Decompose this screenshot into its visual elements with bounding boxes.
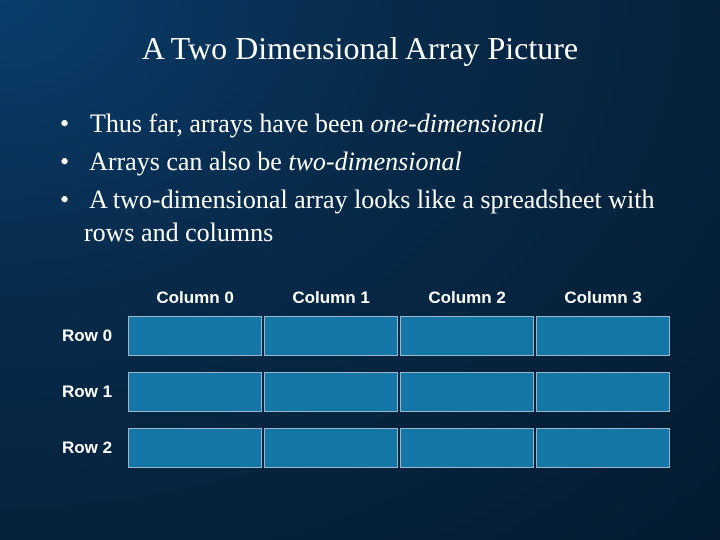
array-cell bbox=[536, 428, 670, 468]
page-title: A Two Dimensional Array Picture bbox=[40, 30, 680, 67]
row-spacer bbox=[62, 414, 670, 426]
array-cell bbox=[536, 372, 670, 412]
col-header: Column 1 bbox=[264, 282, 398, 314]
row-header: Row 2 bbox=[62, 428, 126, 468]
col-header: Column 0 bbox=[128, 282, 262, 314]
bullet-item: Arrays can also be two-dimensional bbox=[60, 145, 680, 179]
bullet-text-em: one-dimensional bbox=[371, 109, 544, 138]
array-cell bbox=[128, 316, 262, 356]
bullet-text-em: two-dimensional bbox=[288, 147, 461, 176]
slide: A Two Dimensional Array Picture Thus far… bbox=[0, 0, 720, 540]
column-header-row: Column 0 Column 1 Column 2 Column 3 bbox=[62, 282, 670, 314]
array-cell bbox=[400, 372, 534, 412]
corner-cell bbox=[62, 282, 126, 314]
array-cell bbox=[400, 316, 534, 356]
row-spacer bbox=[62, 358, 670, 370]
array-cell bbox=[264, 316, 398, 356]
array-cell bbox=[128, 372, 262, 412]
table-row: Row 2 bbox=[62, 428, 670, 468]
array-cell bbox=[128, 428, 262, 468]
bullet-list: Thus far, arrays have been one-dimension… bbox=[40, 107, 680, 250]
bullet-text-pre: Thus far, arrays have been bbox=[90, 109, 371, 138]
row-header: Row 0 bbox=[62, 316, 126, 356]
array-cell bbox=[264, 372, 398, 412]
array-grid: Column 0 Column 1 Column 2 Column 3 Row … bbox=[60, 280, 672, 470]
bullet-item: A two-dimensional array looks like a spr… bbox=[60, 183, 680, 251]
bullet-text-pre: Arrays can also be bbox=[89, 147, 288, 176]
array-cell bbox=[536, 316, 670, 356]
bullet-text-pre: A two-dimensional array looks like a spr… bbox=[84, 185, 654, 248]
row-header: Row 1 bbox=[62, 372, 126, 412]
bullet-item: Thus far, arrays have been one-dimension… bbox=[60, 107, 680, 141]
array-cell bbox=[264, 428, 398, 468]
table-row: Row 0 bbox=[62, 316, 670, 356]
array-cell bbox=[400, 428, 534, 468]
table-row: Row 1 bbox=[62, 372, 670, 412]
col-header: Column 2 bbox=[400, 282, 534, 314]
col-header: Column 3 bbox=[536, 282, 670, 314]
